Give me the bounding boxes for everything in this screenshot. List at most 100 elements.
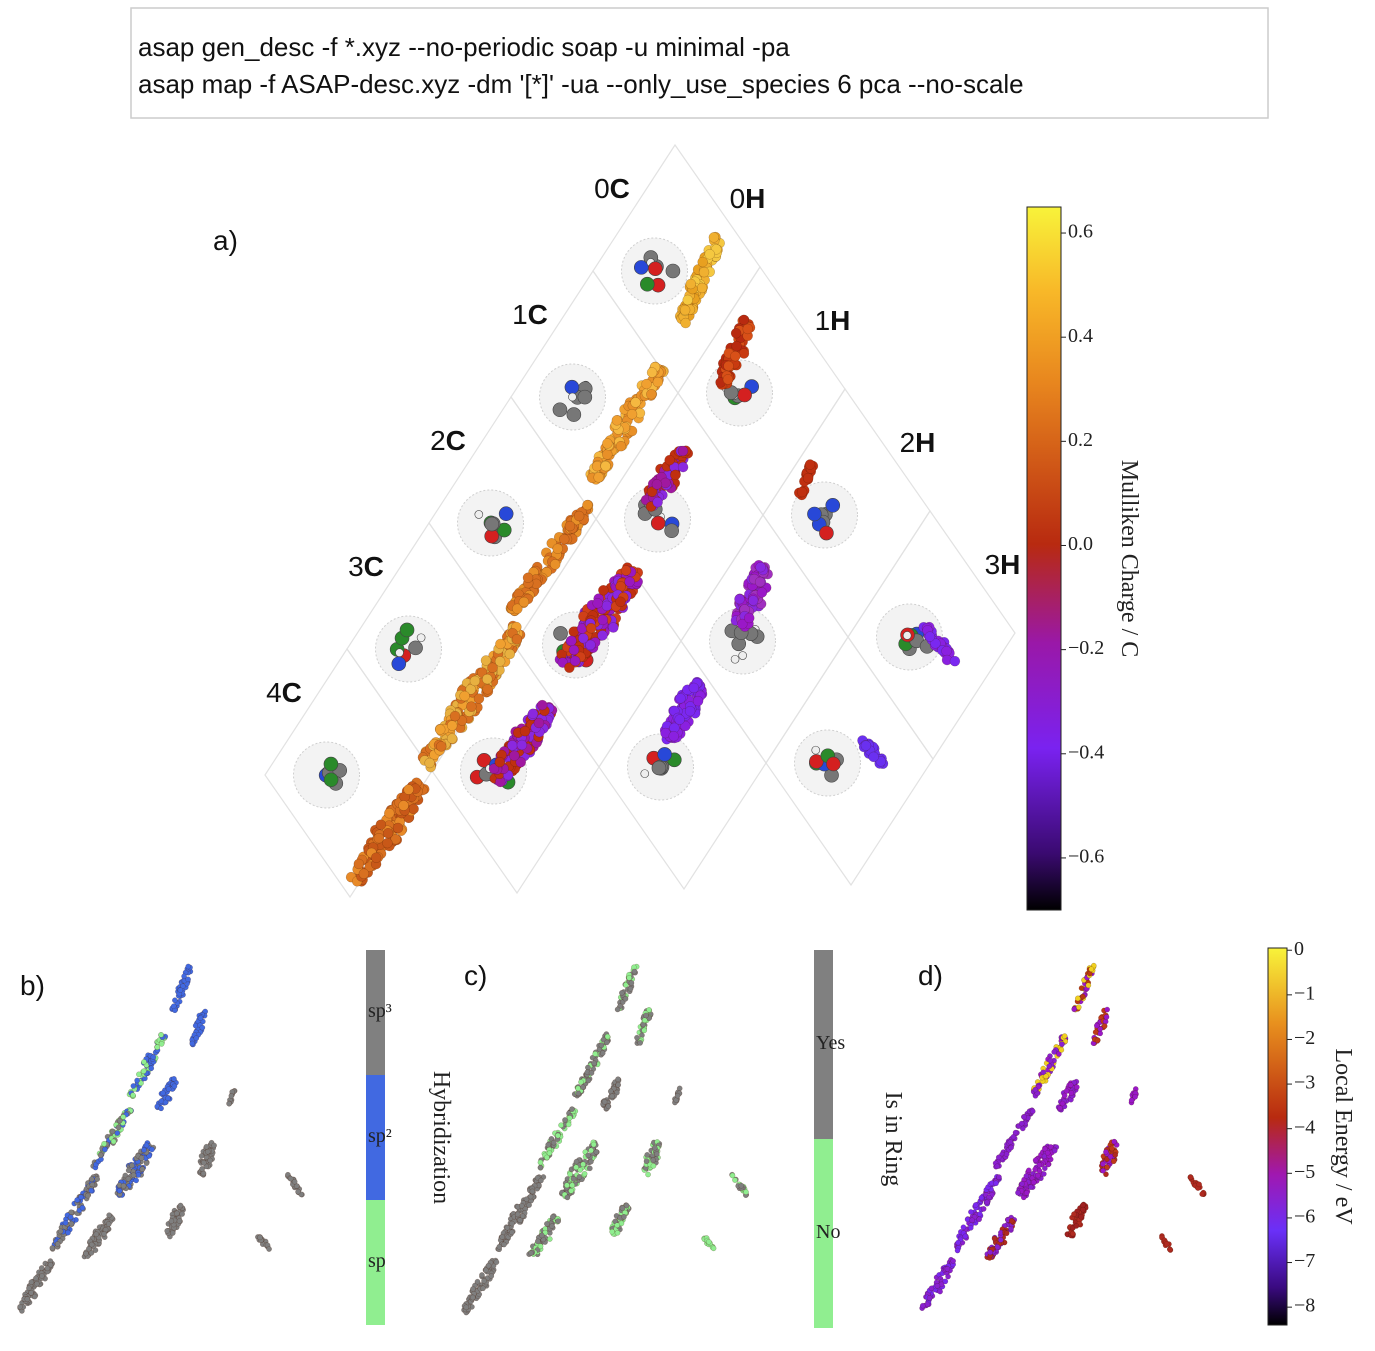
scatter-point	[537, 1159, 544, 1166]
scatter-point	[130, 1092, 136, 1099]
scatter-point	[754, 576, 766, 588]
atom	[640, 276, 655, 292]
scatter-point	[1107, 1153, 1114, 1160]
scatter-point	[603, 1039, 610, 1046]
scatter-point	[507, 740, 518, 751]
scatter-point	[517, 1217, 523, 1224]
colorbar-tick-label: 0.0	[1068, 533, 1093, 555]
scatter-point	[1032, 1086, 1039, 1093]
scatter-point	[1046, 1063, 1053, 1070]
scatter-point	[602, 438, 613, 449]
scatter-point	[527, 1193, 534, 1200]
scatter-point	[1079, 993, 1086, 1000]
scatter-point	[512, 603, 523, 615]
scatter-point	[611, 415, 623, 426]
scatter-point	[1196, 1181, 1202, 1188]
scatter-point	[295, 1188, 301, 1195]
colorbar-tick-label: −1	[1294, 982, 1315, 1004]
scatter-point	[590, 1141, 597, 1148]
scatter-point	[588, 1158, 594, 1165]
scatter-point	[185, 976, 191, 983]
scatter-point	[101, 1140, 107, 1147]
scatter-point	[978, 1194, 985, 1201]
scatter-point	[83, 1250, 89, 1257]
scatter-point	[116, 1117, 123, 1124]
colorbar-tick-label: −2	[1294, 1027, 1315, 1049]
scatter-point	[102, 1146, 108, 1153]
scatter-point	[177, 1202, 184, 1209]
scatter-point	[549, 1223, 555, 1229]
scatter-point	[991, 1235, 998, 1242]
scatter-point	[742, 323, 754, 335]
scatter-point	[706, 1238, 712, 1245]
cell-label: 0H	[730, 183, 766, 214]
scatter-point	[509, 750, 520, 761]
scatter-point	[585, 1152, 592, 1159]
scatter-point	[1023, 1173, 1030, 1179]
scatter-point	[537, 699, 548, 711]
scatter-point	[49, 1245, 56, 1251]
scatter-point	[38, 1265, 45, 1271]
scatter-point	[501, 1241, 507, 1248]
scatter-point	[33, 1275, 39, 1282]
atom	[568, 392, 577, 402]
scatter-point	[614, 1006, 621, 1013]
scatter-point	[65, 1229, 71, 1236]
scatter-point	[446, 720, 458, 731]
scatter-point	[646, 389, 657, 400]
panel-label: a)	[213, 225, 238, 256]
scatter-point	[1035, 1172, 1041, 1179]
scatter-point	[555, 1218, 562, 1225]
label-element: H	[1000, 549, 1020, 580]
scatter-point	[211, 1142, 217, 1149]
scatter-point	[138, 1155, 145, 1162]
scatter-point	[1058, 1047, 1065, 1053]
cell-label: 1H	[815, 305, 851, 336]
scatter-point	[110, 1138, 117, 1145]
atom	[811, 745, 821, 755]
scatter-point	[88, 1187, 95, 1194]
scatter-point	[384, 807, 395, 819]
atom	[399, 622, 415, 638]
scatter-point	[569, 1106, 575, 1112]
label-count: 2	[900, 427, 916, 458]
scatter-point	[1043, 1073, 1050, 1080]
scatter-point	[568, 644, 580, 656]
scatter-point	[158, 1031, 164, 1038]
scatter-point	[134, 1077, 140, 1084]
scatter-point	[569, 1182, 576, 1189]
scatter-point	[449, 710, 461, 722]
point-cloud	[919, 962, 1207, 1311]
atom	[566, 407, 582, 422]
scatter-point	[588, 1070, 595, 1076]
scatter-point	[677, 461, 689, 473]
scatter-point	[527, 708, 539, 720]
scatter-point	[738, 314, 750, 326]
scatter-point	[141, 1059, 147, 1065]
scatter-point	[644, 1151, 651, 1158]
scatter-point	[1094, 1037, 1101, 1044]
scatter-point	[514, 1211, 521, 1218]
scatter-point	[470, 1286, 476, 1292]
scatter-point	[171, 1083, 178, 1090]
scatter-point	[526, 1202, 532, 1208]
label-count: 0	[594, 173, 610, 204]
atom	[552, 402, 568, 418]
scatter-point	[125, 1167, 132, 1174]
label-element: H	[830, 305, 850, 336]
scatter-point	[664, 454, 675, 466]
scatter-point	[398, 800, 409, 811]
scatter-point	[173, 1210, 180, 1217]
scatter-point	[684, 705, 696, 717]
scatter-point	[730, 327, 742, 339]
scatter-point	[967, 1224, 974, 1231]
scatter-point	[204, 1148, 211, 1155]
scatter-point	[722, 374, 734, 385]
colorbar-category: sp	[368, 1250, 386, 1272]
scatter-point	[934, 1283, 941, 1289]
scatter-point	[1063, 1088, 1070, 1094]
scatter-point	[1092, 1029, 1099, 1035]
scatter-point	[602, 449, 613, 460]
scatter-point	[1111, 1138, 1118, 1145]
atom	[391, 656, 407, 672]
